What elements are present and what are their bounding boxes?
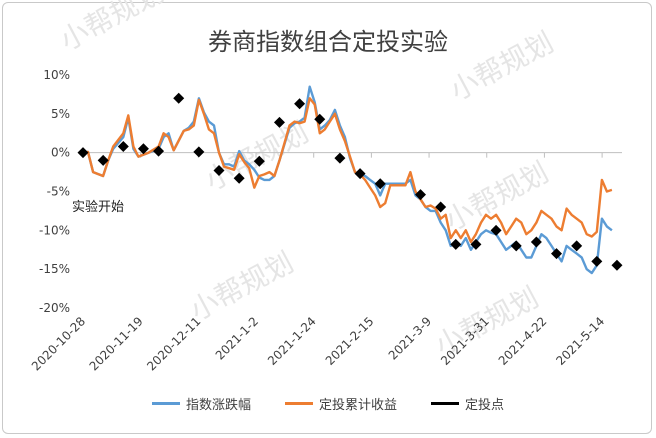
investment-point-marker [253,155,265,167]
y-tick-label: 0% [51,146,70,160]
y-tick-label: -5% [47,185,70,199]
x-tick-label: 2021-5-14 [553,314,607,368]
investment-point-marker [173,92,185,104]
x-tick-label: 2020-12-11 [144,314,203,373]
investment-point-marker [611,259,623,271]
legend-item-index: 指数涨跌幅 [151,394,251,413]
y-tick-label: -20% [39,301,70,315]
investment-point-marker [551,248,563,260]
y-tick-label: 10% [43,68,70,82]
investment-point-marker [450,238,462,250]
investment-point-marker [213,165,225,177]
legend-label-points: 定投点 [465,398,505,413]
x-tick-label: 2021-4-22 [496,314,550,368]
investment-point-marker [294,98,306,110]
series-line-cumulative [82,97,613,244]
legend-swatch-points [431,402,459,405]
investment-point-marker [137,143,149,155]
legend-label-cumulative: 定投累计收益 [318,398,397,413]
investment-point-marker [571,240,583,252]
investment-point-marker [354,168,366,180]
legend-swatch-cumulative [284,402,313,405]
x-tick-label: 2020-11-19 [87,314,146,373]
investment-point-marker [97,154,109,166]
legend-swatch-index [151,402,180,405]
x-tick-label: 2021-1-24 [265,314,319,368]
investment-point-marker [117,140,129,152]
start-annotation: 实验开始 [72,199,124,215]
investment-point-marker [510,240,522,252]
y-tick-label: 5% [51,107,70,121]
chart-frame [2,2,652,434]
x-tick-label: 2021-3-31 [438,314,492,368]
investment-point-marker [273,116,285,128]
x-tick-label: 2021-1-2 [213,314,261,362]
legend-label-index: 指数涨跌幅 [185,398,251,413]
x-tick-label: 2021-2-15 [323,314,377,368]
legend-item-cumulative: 定投累计收益 [284,394,397,413]
investment-point-marker [233,172,245,184]
investment-point-marker [374,178,386,190]
investment-point-marker [415,189,427,201]
investment-point-marker [490,224,502,236]
chart-title: 券商指数组合定投实验 [208,28,448,56]
y-tick-label: -15% [39,262,70,276]
x-tick-label: 2020-10-28 [29,314,88,373]
investment-point-marker [314,113,326,125]
investment-point-marker [334,152,346,164]
investment-point-marker [470,238,482,250]
x-tick-label: 2021-3-9 [386,314,434,362]
investment-point-marker [153,145,165,157]
legend-item-points: 定投点 [431,394,504,413]
legend: 指数涨跌幅 定投累计收益 定投点 [0,394,656,413]
y-tick-label: -10% [39,223,70,237]
investment-point-marker [435,201,447,213]
series-line-index [82,85,613,275]
investment-point-marker [193,146,205,158]
investment-point-marker [591,255,603,267]
investment-point-marker [77,147,89,159]
investment-point-marker [530,236,542,248]
